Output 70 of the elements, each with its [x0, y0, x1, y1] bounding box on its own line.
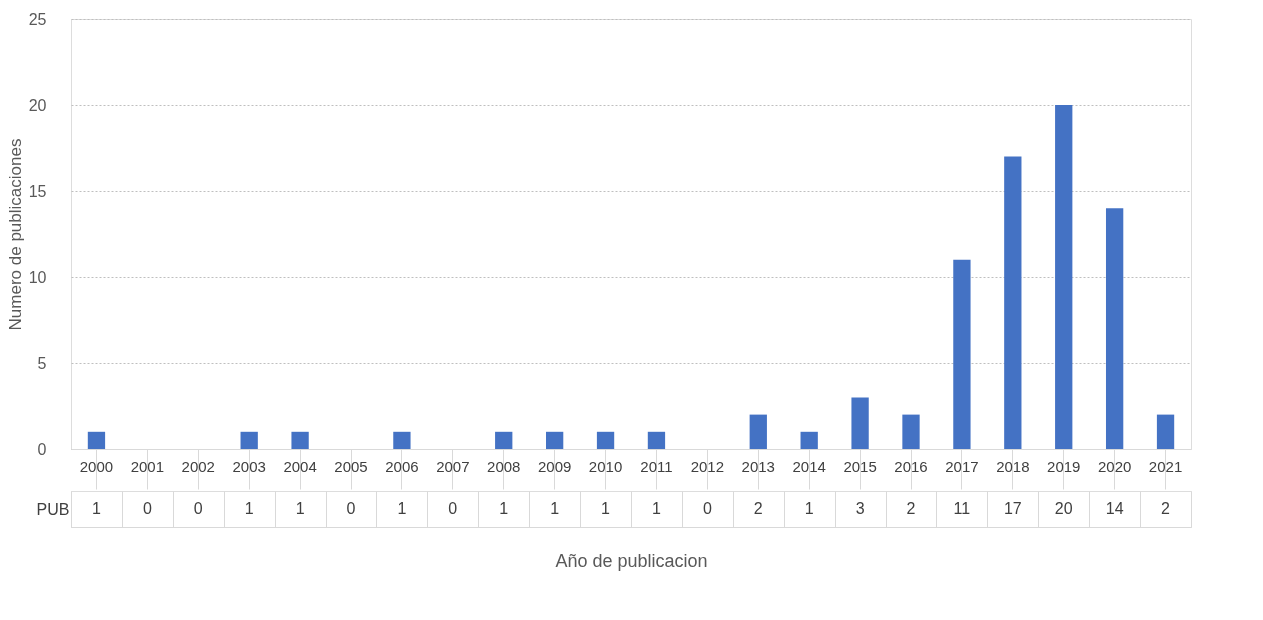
bar [851, 397, 869, 449]
x-tick-label: 2016 [894, 457, 928, 475]
bar [240, 431, 258, 449]
data-label: 3 [855, 500, 865, 517]
y-tick-label: 0 [37, 440, 47, 458]
y-axis-title: Numero de publicaciones [5, 138, 25, 331]
bar [1055, 105, 1073, 449]
bar [1105, 208, 1124, 449]
x-tick-label: 2011 [640, 457, 673, 475]
bar [393, 431, 411, 449]
data-label: 1 [601, 500, 611, 517]
data-label: 2 [1161, 500, 1171, 517]
x-tick-label: 2013 [741, 457, 775, 475]
bar [87, 431, 106, 449]
data-label: 1 [92, 500, 101, 517]
y-tick-label: 25 [28, 10, 47, 28]
x-tick-label: 2006 [385, 457, 419, 475]
x-tick-label: 2021 [1148, 457, 1183, 475]
x-tick-label: 2014 [792, 457, 826, 475]
x-tick-label: 2009 [537, 457, 572, 475]
bar [1004, 156, 1022, 449]
x-tick-label: 2000 [79, 457, 114, 475]
x-tick-label: 2008 [487, 457, 521, 475]
data-label: 0 [193, 500, 203, 517]
x-tick-label: 2002 [181, 457, 215, 475]
data-label: 0 [346, 500, 356, 517]
data-label: 11 [953, 500, 971, 517]
data-label: 0 [142, 500, 152, 517]
x-tick-label: 2017 [945, 457, 979, 475]
data-label: 1 [652, 500, 661, 517]
x-tick-label: 2018 [996, 457, 1030, 475]
bar [1156, 414, 1175, 449]
y-tick-label: 15 [28, 182, 47, 200]
data-label: 20 [1054, 500, 1073, 517]
bar [495, 431, 513, 449]
x-tick-label: 2015 [843, 457, 877, 475]
data-label: 2 [753, 500, 763, 517]
data-label: 1 [295, 500, 305, 517]
data-label: 0 [702, 500, 712, 517]
bar [800, 431, 818, 449]
y-tick-label: 10 [28, 268, 47, 286]
x-tick-label: 2010 [588, 457, 623, 475]
x-tick-label: 2003 [232, 457, 266, 475]
bar [291, 431, 309, 449]
x-tick-label: 2020 [1097, 457, 1132, 475]
bar [953, 259, 971, 449]
x-tick-label: 2001 [130, 457, 165, 475]
data-label: 1 [244, 500, 254, 517]
bar [749, 414, 767, 449]
x-tick-label: 2007 [436, 457, 470, 475]
x-tick-label: 2004 [283, 457, 317, 475]
data-label: 2 [906, 500, 916, 517]
text: PUB [36, 500, 70, 518]
y-tick-label: 5 [37, 354, 47, 372]
y-tick-label: 20 [28, 96, 47, 114]
bar [647, 431, 666, 449]
data-label: 14 [1105, 500, 1124, 517]
x-axis-title: Año de publicacion [555, 550, 708, 571]
data-label: 17 [1003, 500, 1022, 517]
bar [545, 431, 564, 449]
x-tick-label: 2019 [1047, 457, 1081, 475]
data-label: 0 [448, 500, 458, 517]
data-label: 1 [550, 500, 560, 517]
bar [902, 414, 920, 449]
data-label: 1 [499, 500, 509, 517]
data-label: 1 [804, 500, 814, 517]
x-tick-label: 2005 [334, 457, 368, 475]
bar [596, 431, 615, 449]
data-label: 1 [397, 500, 407, 517]
x-tick-label: 2012 [690, 457, 725, 475]
